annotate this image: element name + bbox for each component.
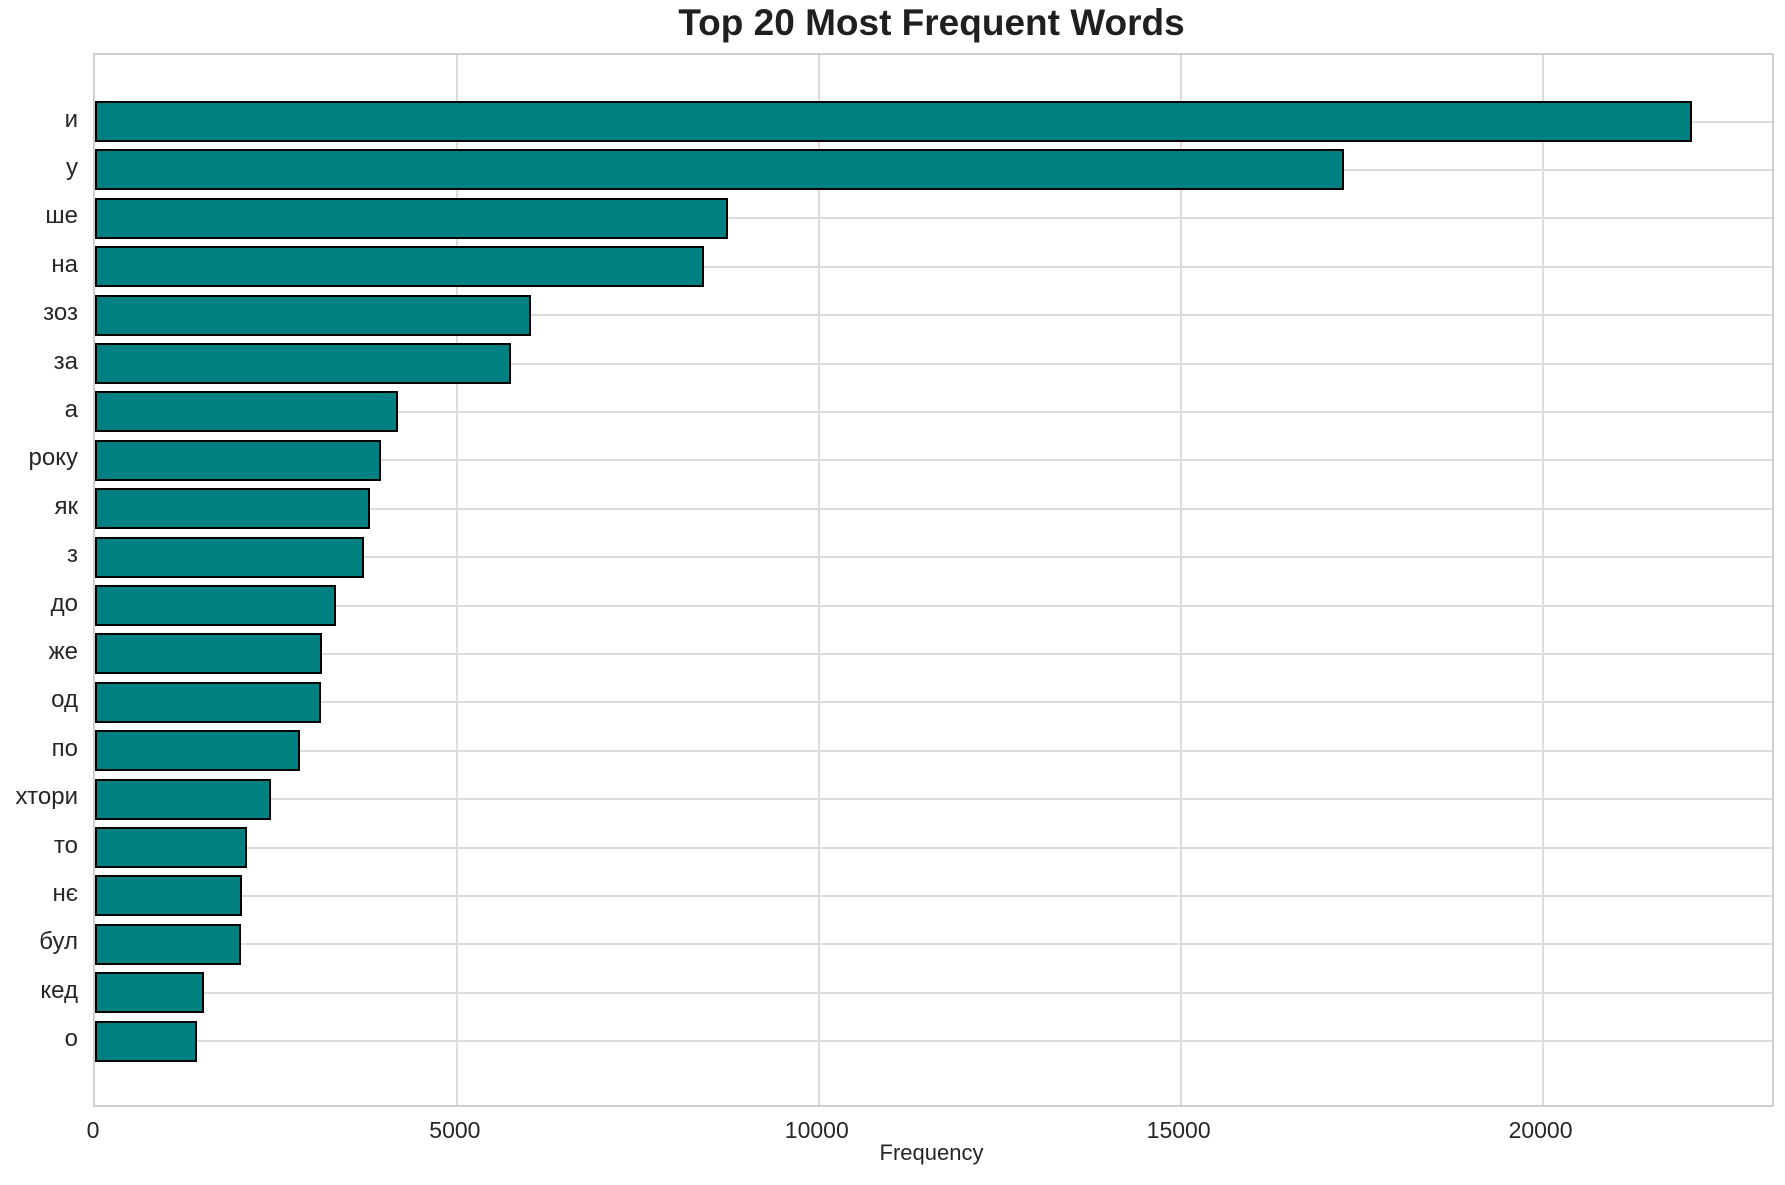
bar-як bbox=[95, 488, 371, 530]
x-gridline bbox=[1179, 55, 1182, 1105]
y-gridline bbox=[95, 1040, 1772, 1043]
x-tick-label: 5000 bbox=[429, 1117, 481, 1143]
y-tick-label: од bbox=[51, 686, 78, 714]
y-tick-label: року bbox=[28, 444, 78, 472]
bar-и bbox=[95, 101, 1693, 142]
bar-од bbox=[95, 681, 321, 723]
bar-по bbox=[95, 730, 300, 772]
y-gridline bbox=[95, 217, 1772, 220]
y-gridline bbox=[95, 652, 1772, 655]
y-tick-label: хтори bbox=[15, 783, 78, 811]
y-tick-label: а bbox=[64, 395, 78, 423]
y-gridline bbox=[95, 507, 1772, 510]
y-gridline bbox=[95, 604, 1772, 607]
bar-о bbox=[95, 1020, 198, 1062]
chart-title: Top 20 Most Frequent Words bbox=[678, 2, 1185, 43]
y-tick-label: за bbox=[53, 347, 78, 375]
y-gridline bbox=[95, 798, 1772, 801]
x-tick-label: 20000 bbox=[1508, 1117, 1573, 1143]
y-tick-label: по bbox=[51, 734, 78, 762]
x-tick-label: 15000 bbox=[1146, 1117, 1211, 1143]
y-tick-label: и bbox=[64, 105, 78, 133]
x-axis-label: Frequency bbox=[879, 1140, 984, 1165]
bar-з bbox=[95, 536, 364, 578]
y-tick-label: до bbox=[50, 589, 78, 617]
bar-то bbox=[95, 827, 247, 868]
y-tick-label: як bbox=[54, 492, 79, 520]
y-gridline bbox=[95, 265, 1772, 268]
bar-хтори bbox=[95, 778, 271, 820]
bar-року bbox=[95, 439, 381, 481]
x-tick-label: 0 bbox=[86, 1117, 100, 1143]
y-gridline bbox=[95, 991, 1772, 994]
y-gridline bbox=[95, 943, 1772, 946]
bar-ше bbox=[95, 197, 728, 239]
x-gridline bbox=[455, 55, 458, 1105]
x-gridline bbox=[1541, 55, 1544, 1105]
bar-на bbox=[95, 246, 705, 288]
y-gridline bbox=[95, 846, 1772, 849]
y-gridline bbox=[95, 556, 1772, 559]
bar-нє bbox=[95, 875, 242, 917]
y-gridline bbox=[95, 701, 1772, 704]
bar-кед bbox=[95, 972, 204, 1014]
y-gridline bbox=[95, 410, 1772, 413]
y-tick-label: з bbox=[66, 541, 78, 569]
y-tick-label: ше bbox=[45, 202, 78, 230]
x-gridline bbox=[817, 55, 820, 1105]
y-tick-label: зоз bbox=[43, 299, 78, 327]
bar-а bbox=[95, 391, 399, 433]
bar-зоз bbox=[95, 294, 531, 336]
y-tick-label: то bbox=[53, 831, 78, 859]
y-gridline bbox=[95, 749, 1772, 752]
y-tick-label: о bbox=[64, 1025, 78, 1053]
y-tick-label: нє bbox=[52, 879, 79, 907]
bar-за bbox=[95, 343, 512, 384]
y-gridline bbox=[95, 894, 1772, 897]
bar-бул bbox=[95, 923, 241, 965]
bar-у bbox=[95, 149, 1344, 191]
y-gridline bbox=[95, 459, 1772, 462]
y-tick-label: у bbox=[66, 153, 78, 181]
y-tick-label: на bbox=[51, 250, 78, 278]
x-tick-label: 10000 bbox=[784, 1117, 849, 1143]
y-gridline bbox=[95, 314, 1772, 317]
y-tick-label: же bbox=[48, 637, 78, 665]
plot-area bbox=[93, 53, 1774, 1107]
bar-же bbox=[95, 633, 322, 675]
y-gridline bbox=[95, 362, 1772, 365]
bar-до bbox=[95, 585, 337, 626]
y-tick-label: кед bbox=[40, 976, 78, 1004]
y-tick-label: бул bbox=[39, 928, 78, 956]
